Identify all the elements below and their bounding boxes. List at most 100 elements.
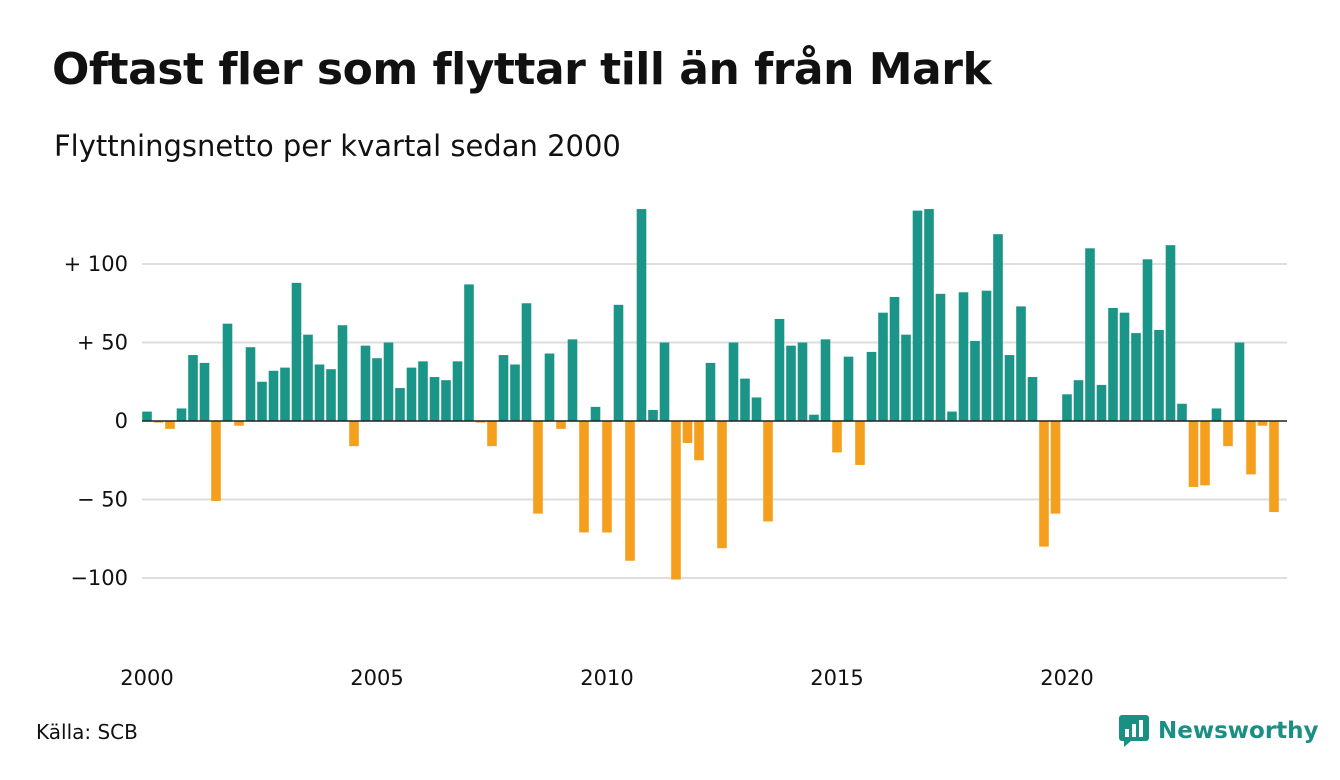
bar — [533, 421, 543, 514]
bar — [1004, 355, 1015, 421]
bar — [1154, 329, 1164, 421]
bar — [832, 421, 842, 453]
x-tick-label: 2010 — [580, 666, 633, 690]
bar — [855, 421, 865, 465]
brand-name: Newsworthy — [1158, 718, 1319, 744]
bar — [1223, 421, 1233, 447]
bar — [176, 408, 187, 421]
bars — [142, 209, 1279, 580]
bar — [717, 421, 727, 549]
bar — [268, 370, 279, 421]
bar — [475, 421, 486, 423]
bar — [1027, 377, 1038, 421]
bar — [1050, 421, 1061, 514]
y-tick-label: − 50 — [77, 488, 128, 512]
y-tick-label: + 50 — [77, 331, 128, 355]
bar — [602, 421, 612, 533]
bar — [935, 293, 946, 421]
bar — [418, 361, 428, 421]
bar — [349, 421, 359, 447]
x-tick-label: 2000 — [120, 666, 173, 690]
bar — [234, 421, 244, 426]
bar — [625, 421, 635, 561]
bar — [993, 234, 1003, 421]
bar — [291, 282, 302, 421]
bar — [1188, 421, 1199, 487]
bar — [728, 342, 739, 421]
bar — [774, 318, 785, 421]
bar — [981, 290, 992, 421]
bar — [809, 414, 819, 421]
bar — [142, 411, 152, 421]
bar — [1016, 306, 1026, 421]
x-axis-labels: 2000 2005 2010 2015 2020 — [120, 666, 1093, 690]
bar — [521, 303, 532, 421]
bar — [1246, 421, 1256, 475]
bar — [1062, 394, 1072, 421]
bar — [636, 209, 647, 421]
bar — [395, 388, 405, 421]
bar — [383, 342, 394, 421]
bar — [763, 421, 773, 522]
bar — [464, 284, 474, 421]
bar — [510, 364, 520, 421]
bar — [372, 358, 382, 421]
bar — [671, 421, 681, 580]
bar — [613, 304, 624, 421]
bar — [337, 325, 348, 421]
bar — [740, 378, 750, 421]
x-tick-label: 2015 — [810, 666, 863, 690]
bar — [1165, 245, 1176, 421]
brand-logo: Newsworthy — [1119, 714, 1319, 748]
source-note: Källa: SCB — [36, 720, 138, 744]
bar — [579, 421, 589, 533]
bar — [705, 362, 716, 421]
bar — [1257, 421, 1268, 426]
bar — [820, 339, 831, 421]
bar — [912, 210, 923, 421]
bar — [567, 339, 578, 421]
bar — [924, 209, 934, 421]
bar — [866, 351, 877, 421]
bar — [1119, 312, 1130, 421]
bar — [659, 342, 670, 421]
bar — [314, 364, 325, 421]
bar — [199, 362, 210, 421]
chart-subtitle: Flyttningsnetto per kvartal sedan 2000 — [54, 129, 621, 163]
bar — [682, 421, 693, 443]
grid-lines — [142, 263, 1287, 579]
bar — [556, 421, 566, 429]
bar — [360, 345, 371, 421]
bar — [1177, 403, 1187, 421]
y-tick-label: −100 — [70, 566, 128, 590]
bar — [1234, 342, 1245, 421]
bar — [1108, 307, 1118, 421]
bar — [1096, 384, 1107, 421]
bar — [429, 377, 440, 421]
y-tick-label: + 100 — [64, 252, 128, 276]
bar — [303, 334, 313, 421]
y-axis-labels: + 100 + 50 0 − 50 −100 — [64, 252, 128, 590]
bar — [1131, 333, 1141, 421]
bar — [958, 292, 969, 421]
bar — [1085, 248, 1095, 421]
bar — [751, 397, 762, 421]
bar — [878, 312, 888, 421]
bar — [1039, 421, 1049, 547]
bar — [544, 353, 555, 421]
bar-chart: + 100 + 50 0 − 50 −100 2000 2005 2010 2015 2020 — [64, 209, 1287, 690]
bar — [245, 347, 256, 421]
bar — [901, 334, 911, 421]
bar — [1211, 408, 1222, 421]
bar — [188, 355, 198, 421]
bar — [487, 421, 497, 447]
bar — [222, 323, 233, 421]
x-tick-label: 2020 — [1040, 666, 1093, 690]
bar — [406, 367, 417, 421]
bar — [1142, 259, 1153, 421]
bar — [153, 421, 164, 423]
bar — [947, 411, 957, 421]
bar — [970, 340, 980, 421]
bar — [280, 367, 290, 421]
bar — [843, 356, 854, 421]
